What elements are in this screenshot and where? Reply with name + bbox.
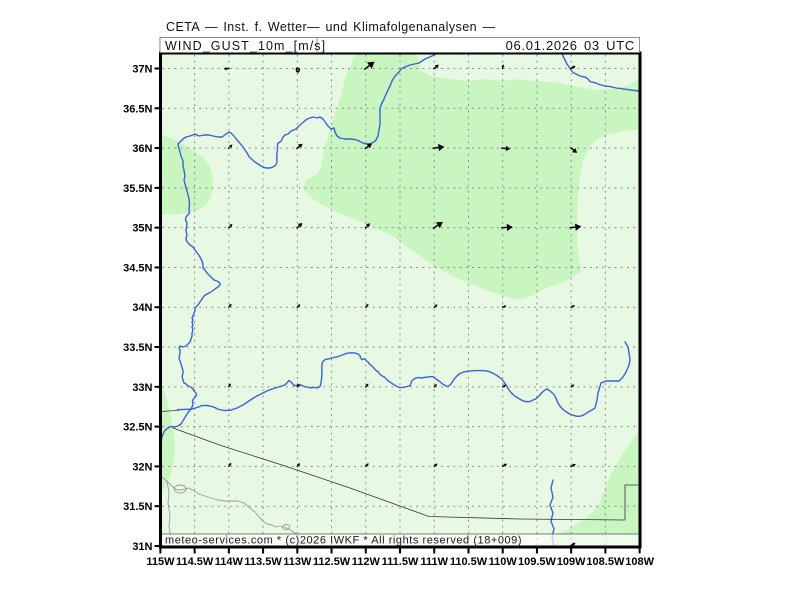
svg-text:114.5W: 114.5W [176,556,214,568]
svg-text:35N: 35N [132,223,152,235]
svg-text:112W: 112W [352,556,381,568]
svg-text:32.5N: 32.5N [123,422,152,434]
svg-text:37N: 37N [132,64,152,76]
svg-text:113W: 113W [283,556,312,568]
svg-text:33N: 33N [132,382,152,394]
svg-text:33.5N: 33.5N [123,342,152,354]
svg-text:35.5N: 35.5N [123,183,152,195]
svg-text:114W: 114W [215,556,244,568]
svg-text:32N: 32N [132,461,152,473]
svg-text:06.01.2026 03 UTC: 06.01.2026 03 UTC [506,38,635,53]
svg-text:CETA — Inst. f. Wetter— und Kl: CETA — Inst. f. Wetter— und Klimafolgena… [166,20,495,34]
svg-text:109W: 109W [557,556,586,568]
svg-text:36.5N: 36.5N [123,103,152,115]
svg-text:110W: 110W [489,556,518,568]
svg-text:34N: 34N [132,302,152,314]
svg-text:31N: 31N [132,541,152,553]
svg-text:113.5W: 113.5W [244,556,282,568]
svg-text:meteo-services.com * (c)2026 I: meteo-services.com * (c)2026 IWKF * All … [165,535,522,547]
svg-text:110.5W: 110.5W [450,556,488,568]
svg-text:36N: 36N [132,143,152,155]
svg-text:111.5W: 111.5W [382,556,419,568]
svg-text:112.5W: 112.5W [313,556,351,568]
svg-text:31.5N: 31.5N [123,501,152,513]
svg-text:109.5W: 109.5W [518,556,557,568]
svg-text:108W: 108W [625,556,654,568]
svg-text:111W: 111W [420,556,448,568]
svg-text:115W: 115W [146,556,175,568]
svg-text:108.5W: 108.5W [586,556,625,568]
svg-text:WIND_GUST_10m_[m/s]: WIND_GUST_10m_[m/s] [165,39,326,53]
svg-text:34.5N: 34.5N [123,262,152,274]
